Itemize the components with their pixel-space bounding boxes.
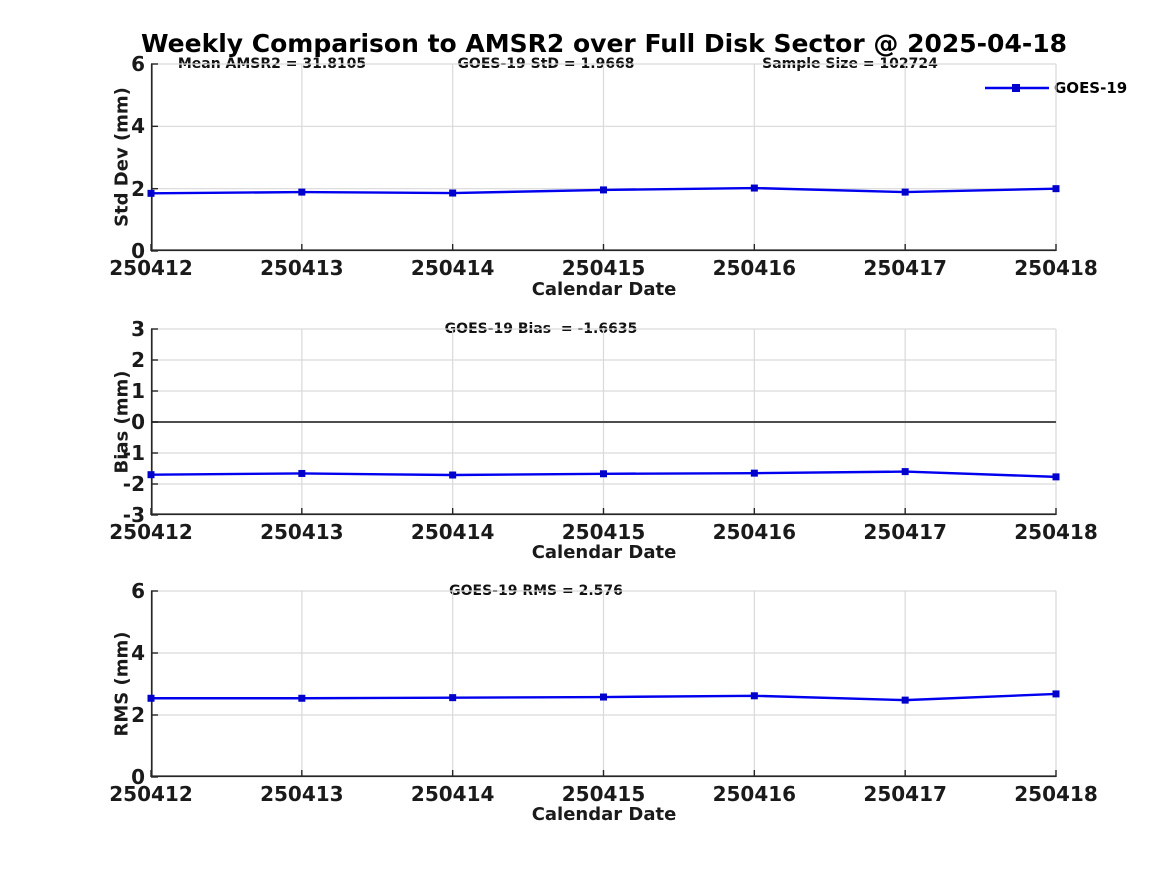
x-tick-label: 250415 <box>561 520 646 544</box>
data-point-marker <box>600 693 607 701</box>
data-point-marker <box>298 694 306 702</box>
data-point-marker <box>1052 690 1060 698</box>
y-tick-label: 0 <box>131 410 145 434</box>
y-tick-label: 3 <box>131 317 145 341</box>
y-tick-label: -2 <box>122 472 145 496</box>
x-tick-label: 250414 <box>410 520 495 544</box>
y-tick-label: 1 <box>131 379 145 403</box>
data-point-marker <box>449 694 457 702</box>
x-tick-label: 250412 <box>109 782 193 806</box>
data-point-marker <box>449 471 457 479</box>
x-tick-label: 250414 <box>410 256 495 280</box>
figure-title: Weekly Comparison to AMSR2 over Full Dis… <box>140 29 1068 58</box>
legend-square-marker-icon <box>1012 84 1020 92</box>
ylabel-stddev: Std Dev (mm) <box>111 87 133 227</box>
data-point-marker <box>449 189 457 197</box>
data-point-marker <box>750 469 758 477</box>
y-tick-label: 0 <box>131 765 145 789</box>
data-point-marker <box>298 188 306 196</box>
data-point-marker <box>600 186 607 194</box>
plot-area-bias <box>147 328 1060 516</box>
plot-area-stddev <box>147 63 1060 252</box>
data-point-marker <box>147 189 155 197</box>
x-tick-label: 250416 <box>712 782 797 806</box>
xlabel-rms: Calendar Date <box>531 804 677 825</box>
xlabel-stddev: Calendar Date <box>531 279 677 300</box>
x-tick-label: 250412 <box>109 256 193 280</box>
y-tick-label: 2 <box>131 176 145 201</box>
x-tick-label: 250412 <box>109 520 193 544</box>
legend-label: GOES-19 <box>1054 79 1128 97</box>
x-tick-label: 250416 <box>712 256 797 280</box>
y-tick-label: 2 <box>131 703 145 727</box>
x-tick-label: 250415 <box>561 782 646 806</box>
data-point-marker <box>901 696 909 704</box>
data-point-marker <box>750 184 758 192</box>
y-tick-label: 4 <box>131 641 145 665</box>
data-point-marker <box>600 470 607 478</box>
x-tick-label: 250414 <box>410 782 495 806</box>
y-tick-label: 6 <box>131 52 145 76</box>
data-point-marker <box>147 694 155 702</box>
data-point-marker <box>298 469 306 477</box>
plot-area-rms <box>147 590 1060 778</box>
y-tick-label: 0 <box>131 239 145 263</box>
legend-line-sample <box>985 84 1049 92</box>
x-tick-label: 250415 <box>561 256 646 280</box>
x-tick-label: 250413 <box>260 782 344 806</box>
x-tick-label: 250418 <box>1014 256 1098 280</box>
data-point-marker <box>750 692 758 700</box>
x-tick-label: 250417 <box>863 782 947 806</box>
y-tick-label: 2 <box>131 348 145 372</box>
data-point-marker <box>1052 473 1060 481</box>
x-tick-label: 250417 <box>863 520 947 544</box>
x-tick-label: 250417 <box>863 256 947 280</box>
x-tick-label: 250416 <box>712 520 797 544</box>
xlabel-bias: Calendar Date <box>531 542 677 563</box>
y-tick-label: -3 <box>122 503 145 527</box>
x-tick-label: 250413 <box>260 256 344 280</box>
y-tick-label: -1 <box>122 441 145 465</box>
x-tick-label: 250418 <box>1014 782 1098 806</box>
x-tick-label: 250413 <box>260 520 344 544</box>
data-point-marker <box>1052 185 1060 193</box>
y-tick-label: 6 <box>131 579 145 603</box>
data-point-marker <box>901 468 909 476</box>
data-point-marker <box>147 471 155 479</box>
y-tick-label: 4 <box>131 114 145 139</box>
legend: GOES-19 <box>985 77 1127 99</box>
x-tick-label: 250418 <box>1014 520 1098 544</box>
data-point-marker <box>901 188 909 196</box>
